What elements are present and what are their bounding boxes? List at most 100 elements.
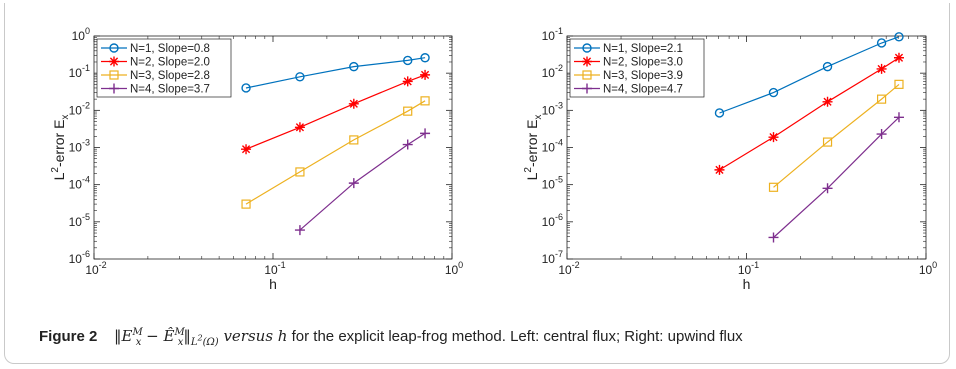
series-1 bbox=[714, 32, 904, 118]
square-marker bbox=[876, 94, 887, 104]
circle-marker bbox=[768, 87, 779, 98]
asterisk-marker bbox=[294, 122, 305, 133]
asterisk-marker bbox=[822, 96, 833, 107]
square-marker bbox=[241, 199, 251, 209]
caption-math: ‖EMx − ÊMx‖L2(Ω) bbox=[114, 327, 219, 348]
plus-marker bbox=[402, 139, 413, 150]
series-line bbox=[773, 83, 900, 188]
circle-marker bbox=[241, 83, 251, 93]
asterisk-marker bbox=[109, 56, 119, 67]
circle-marker bbox=[714, 108, 725, 118]
y-tick-label: 10-4 bbox=[542, 138, 563, 155]
series-line bbox=[773, 116, 900, 238]
circle-marker bbox=[876, 38, 887, 48]
asterisk-marker bbox=[582, 56, 592, 67]
series-1 bbox=[241, 53, 430, 93]
plus-marker bbox=[582, 83, 592, 94]
legend: N=1, Slope=0.8 N=2, Slope=2.0N=3, Slope=2… bbox=[96, 38, 232, 98]
circle-marker bbox=[582, 43, 592, 53]
caption-text: for the explicit leap-frog method. Left:… bbox=[287, 328, 743, 345]
y-tick-label: 10-3 bbox=[542, 100, 563, 117]
y-tick-label: 10-2 bbox=[542, 63, 563, 80]
y-tick-label: 10-1 bbox=[69, 63, 90, 80]
legend-entry: N=1, Slope=2.1 bbox=[574, 43, 683, 55]
legend-label: N=3, Slope=3.9 bbox=[603, 70, 683, 82]
asterisk-marker bbox=[768, 132, 779, 143]
series-line bbox=[245, 57, 426, 89]
legend-entry: N=3, Slope=2.8 bbox=[101, 70, 210, 82]
series-2 bbox=[241, 69, 431, 155]
plus-marker bbox=[768, 232, 779, 243]
y-tick-label: 10-4 bbox=[69, 175, 90, 192]
legend-label: N=4, Slope=3.7 bbox=[130, 84, 210, 96]
series-4 bbox=[768, 112, 904, 243]
legend-entry: N=4, Slope=4.7 bbox=[574, 83, 683, 96]
series-line bbox=[719, 36, 900, 114]
asterisk-marker bbox=[714, 164, 725, 175]
x-axis-label: h bbox=[743, 276, 751, 292]
y-tick-label: 10-2 bbox=[69, 100, 90, 117]
minor-ticks bbox=[567, 36, 926, 259]
square-marker bbox=[403, 106, 413, 116]
y-tick-label: 10-6 bbox=[542, 212, 563, 229]
figure-caption: Figure 2 ‖EMx − ÊMx‖L2(Ω) versus h for t… bbox=[39, 327, 743, 348]
series-line bbox=[719, 57, 900, 171]
legend-entry: N=2, Slope=3.0 bbox=[574, 56, 683, 69]
plus-marker bbox=[348, 178, 359, 189]
left-chart: 10-2 10-1 100 10-6 10-5 10-4 10-3 10-2 10-1 100 h L… bbox=[50, 26, 463, 292]
legend-label: N=4, Slope=4.7 bbox=[603, 84, 683, 96]
x-tick-label: 10-1 bbox=[738, 260, 759, 277]
circle-marker bbox=[109, 43, 119, 53]
square-marker bbox=[582, 70, 592, 80]
legend: N=1, Slope=2.1 N=2, Slope=3.0N=3, Slope=3… bbox=[569, 38, 705, 98]
y-axis-label: L2-error Ex bbox=[523, 115, 544, 181]
legend-label: N=1, Slope=0.8 bbox=[130, 43, 210, 55]
y-tick-label: 10-6 bbox=[69, 249, 90, 266]
legend-label: N=2, Slope=3.0 bbox=[603, 57, 683, 69]
figure-frame bbox=[4, 3, 950, 364]
square-marker bbox=[768, 182, 779, 192]
series-line bbox=[245, 74, 426, 150]
square-marker bbox=[349, 135, 359, 145]
y-tick-label: 10-5 bbox=[69, 212, 90, 229]
asterisk-marker bbox=[893, 52, 904, 63]
legend-box bbox=[569, 38, 705, 98]
legend-box bbox=[96, 38, 232, 98]
square-marker bbox=[822, 137, 833, 147]
x-tick-label: 100 bbox=[445, 260, 463, 277]
x-tick-label: 10-2 bbox=[558, 260, 579, 277]
square-marker bbox=[894, 79, 904, 89]
series-4 bbox=[294, 128, 431, 236]
minor-ticks bbox=[94, 36, 452, 259]
square-marker bbox=[109, 70, 119, 80]
series-line bbox=[245, 100, 426, 205]
x-axis-label: h bbox=[269, 276, 277, 292]
plus-marker bbox=[420, 128, 431, 139]
plus-marker bbox=[294, 225, 305, 236]
x-tick-label: 10-1 bbox=[264, 260, 285, 277]
legend-label: N=3, Slope=2.8 bbox=[130, 70, 210, 82]
legend-label: N=2, Slope=2.0 bbox=[130, 57, 210, 69]
legend-label: N=1, Slope=2.1 bbox=[603, 43, 683, 55]
legend-entry: N=4, Slope=3.7 bbox=[101, 83, 210, 96]
asterisk-marker bbox=[420, 69, 431, 80]
series-3 bbox=[768, 79, 904, 192]
circle-marker bbox=[349, 61, 359, 72]
series-line bbox=[299, 132, 426, 231]
asterisk-marker bbox=[348, 98, 359, 109]
y-tick-label: 10-3 bbox=[69, 138, 90, 155]
circle-marker bbox=[295, 72, 305, 82]
caption-versus: versus h bbox=[218, 327, 288, 345]
legend-entry: N=3, Slope=3.9 bbox=[574, 70, 683, 82]
x-tick-label: 100 bbox=[919, 260, 937, 277]
plus-marker bbox=[109, 83, 119, 94]
y-tick-label: 10-5 bbox=[542, 175, 563, 192]
y-tick-label: 10-1 bbox=[542, 26, 563, 43]
plus-marker bbox=[822, 183, 833, 194]
circle-marker bbox=[822, 61, 833, 72]
asterisk-marker bbox=[402, 76, 413, 87]
x-tick-label: 10-2 bbox=[85, 260, 106, 277]
asterisk-marker bbox=[241, 144, 252, 155]
series-3 bbox=[241, 96, 430, 209]
caption-label: Figure 2 bbox=[39, 328, 98, 345]
